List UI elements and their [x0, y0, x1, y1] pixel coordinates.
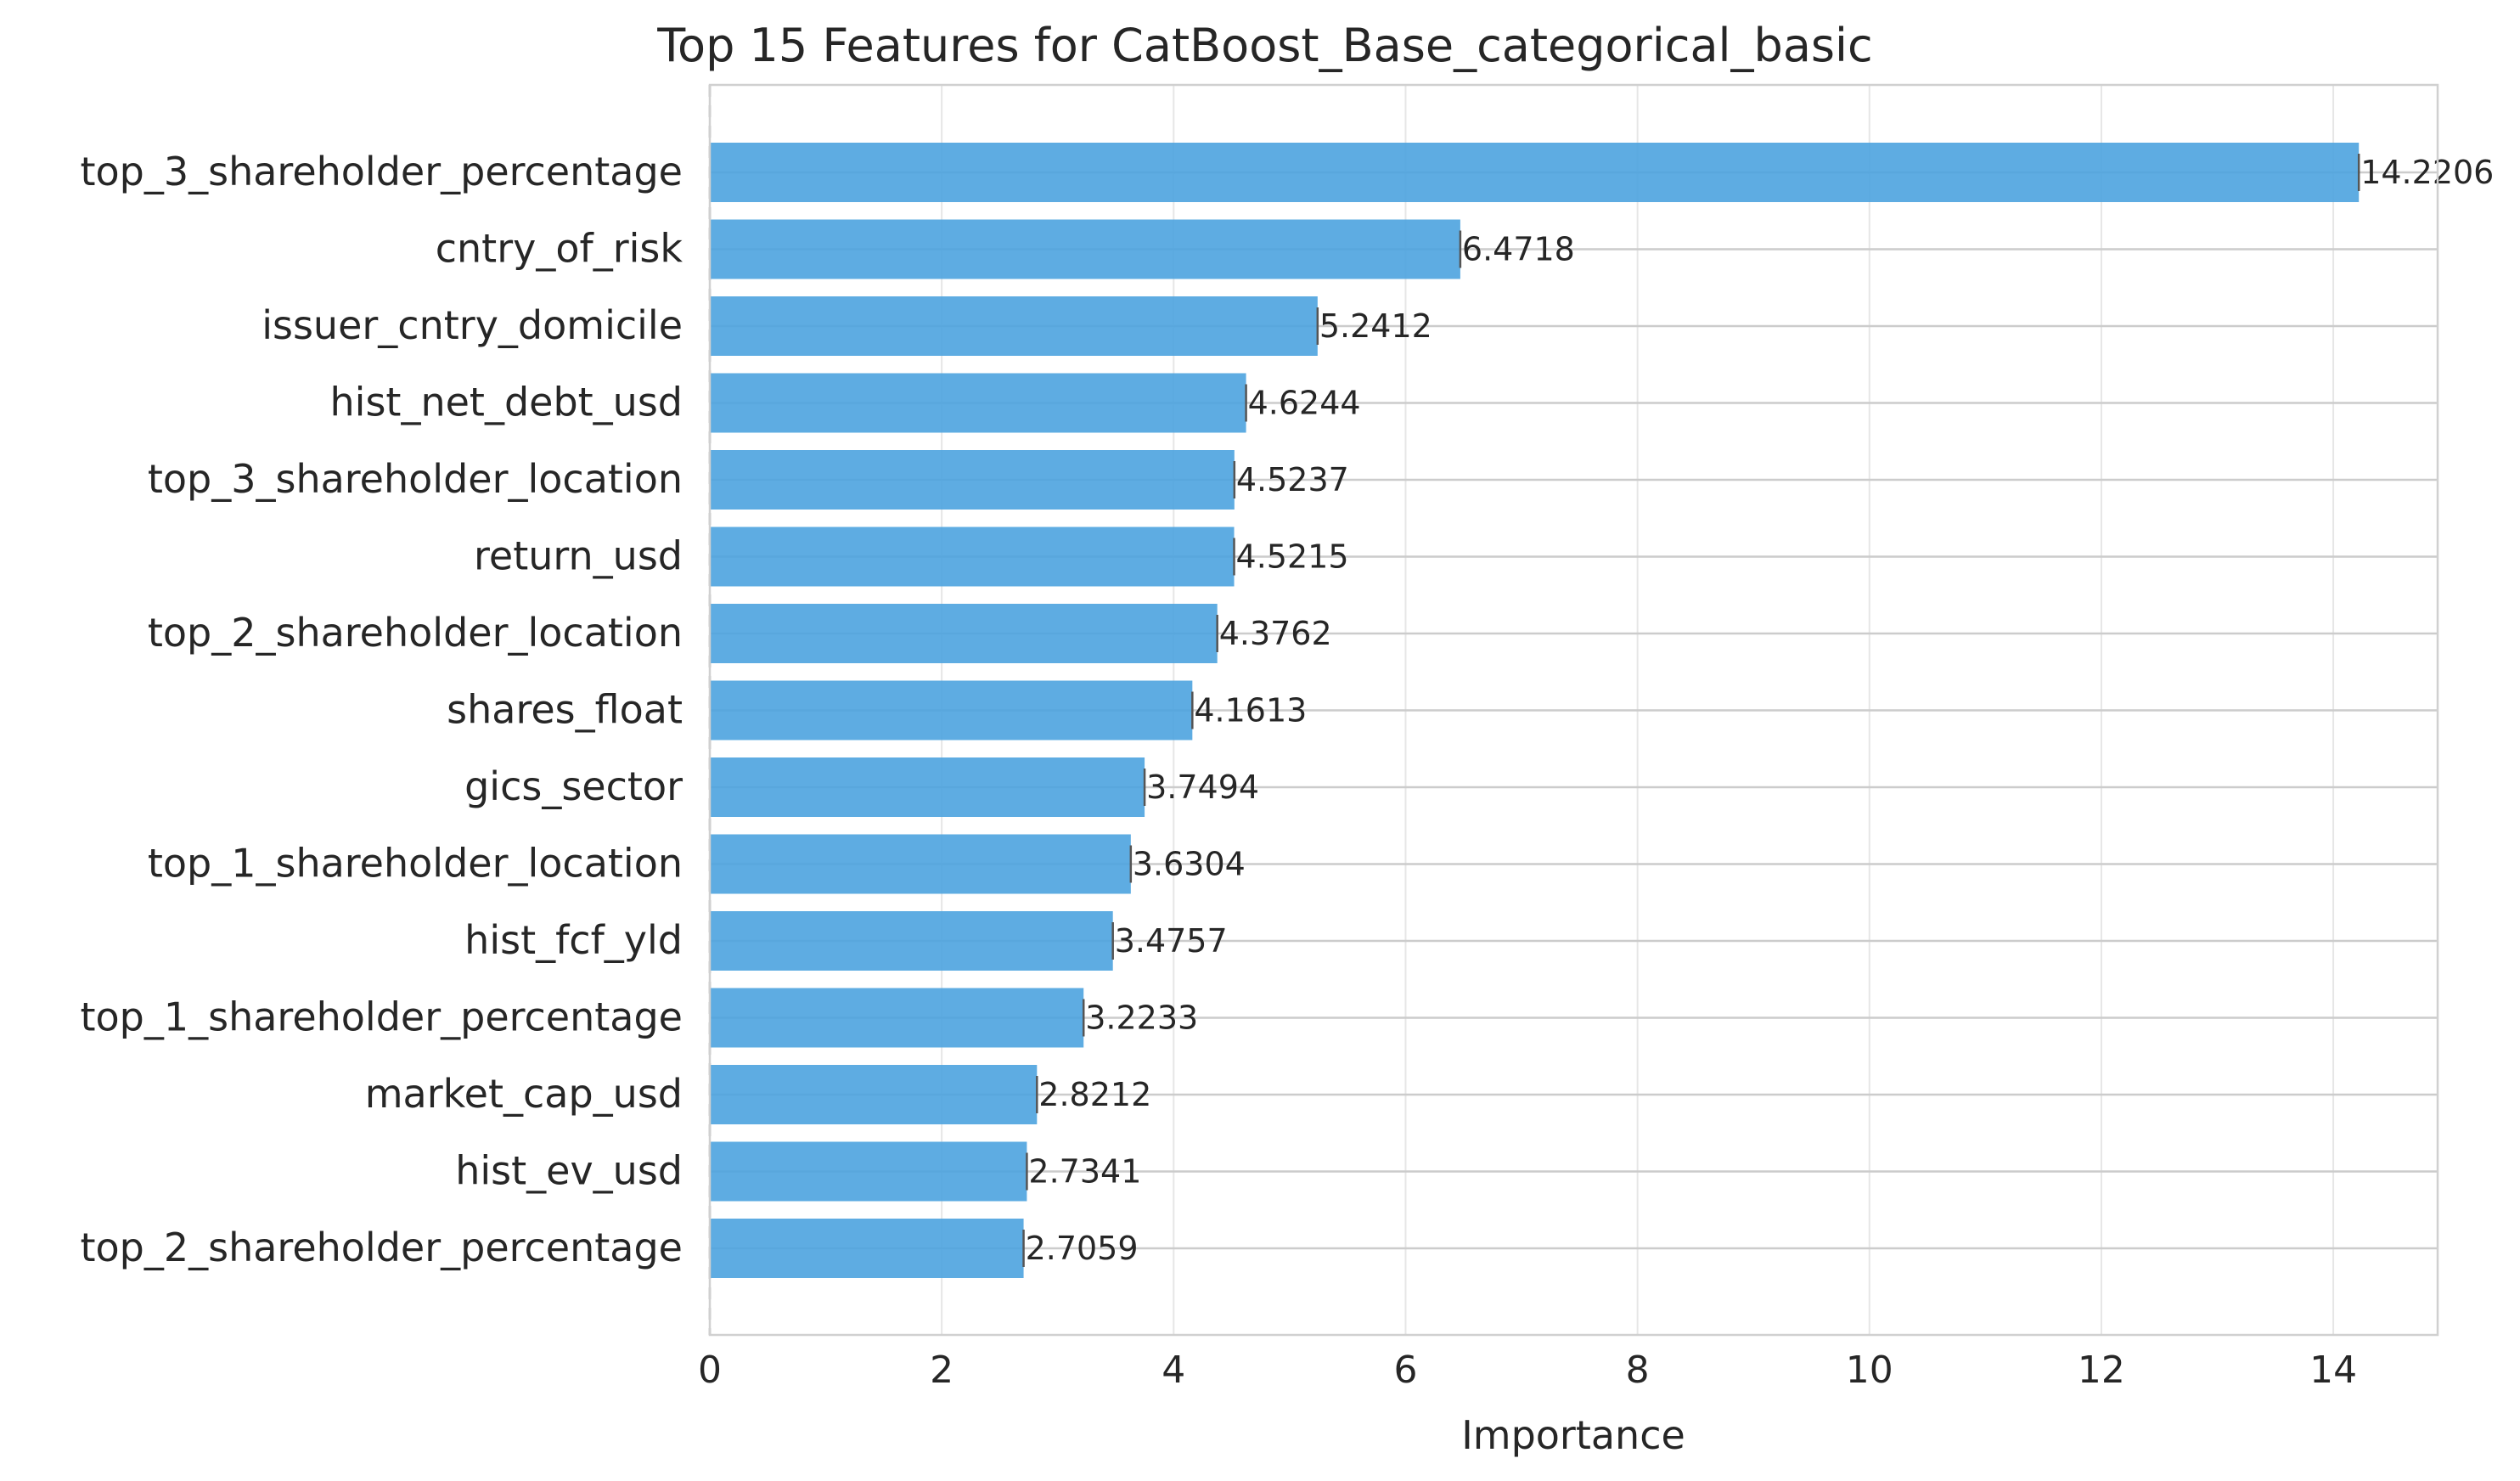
category-label: top_3_shareholder_percentage	[80, 149, 683, 194]
value-label: 3.2233	[1085, 1000, 1198, 1037]
x-tick-label: 2	[930, 1349, 953, 1392]
category-label: top_2_shareholder_percentage	[80, 1225, 683, 1270]
bar	[710, 1219, 1024, 1278]
value-label: 3.7494	[1146, 769, 1259, 806]
value-label-layer: 14.2206 6.4718 5.2412 4.6244 4.5237 4.5215 4.3…	[1026, 154, 2495, 1267]
value-label: 3.6304	[1133, 846, 1246, 883]
x-axis-label: Importance	[1461, 1412, 1685, 1458]
x-tick-label: 6	[1393, 1349, 1417, 1392]
x-tick-label: 8	[1626, 1349, 1650, 1392]
x-tick-label: 4	[1162, 1349, 1185, 1392]
bar-layer	[710, 143, 2360, 1278]
category-label: top_3_shareholder_location	[148, 456, 683, 502]
category-label: top_1_shareholder_percentage	[80, 994, 683, 1040]
x-tick-label: 14	[2309, 1349, 2357, 1392]
bar	[710, 911, 1113, 971]
value-label: 2.7059	[1026, 1230, 1139, 1267]
x-tick-label: 0	[698, 1349, 722, 1392]
category-label: issuer_cntry_domicile	[262, 302, 683, 348]
value-label: 3.4757	[1115, 922, 1228, 960]
plot-frame	[708, 83, 2439, 1337]
category-label: top_2_shareholder_location	[148, 610, 683, 656]
bar	[710, 1141, 1027, 1202]
value-label: 4.3762	[1219, 615, 1332, 652]
category-label: top_1_shareholder_location	[148, 841, 683, 887]
value-label: 4.5237	[1236, 461, 1349, 498]
y-tick-label-layer: top_3_shareholder_percentage cntry_of_ris…	[80, 149, 683, 1270]
bar	[710, 680, 1193, 740]
bar	[710, 1065, 1038, 1124]
category-label: hist_fcf_yld	[464, 917, 683, 963]
bar	[710, 604, 1218, 663]
value-label: 6.4718	[1462, 231, 1575, 268]
category-label: shares_float	[447, 687, 683, 733]
bar	[710, 373, 1246, 433]
bar	[710, 219, 1460, 279]
category-label: market_cap_usd	[365, 1071, 683, 1117]
category-label: return_usd	[474, 533, 683, 579]
x-tick-label: 10	[1846, 1349, 1893, 1392]
chart-title: Top 15 Features for CatBoost_Base_catego…	[656, 19, 1873, 72]
bar	[710, 757, 1145, 817]
category-label: hist_net_debt_usd	[330, 380, 683, 425]
x-tick-label-layer: 0 2 4 6 8 10 12 14	[698, 1349, 2357, 1392]
value-label: 5.2412	[1319, 307, 1432, 345]
value-label: 2.8212	[1038, 1076, 1151, 1113]
bar	[710, 834, 1131, 894]
value-label: 14.2206	[2360, 154, 2494, 191]
bar	[710, 988, 1084, 1048]
category-label: cntry_of_risk	[436, 226, 683, 272]
x-tick-label: 12	[2078, 1349, 2125, 1392]
bar	[710, 143, 2360, 202]
category-label: gics_sector	[464, 763, 683, 809]
bar	[710, 527, 1235, 587]
bar	[710, 450, 1235, 510]
value-label: 4.5215	[1236, 538, 1349, 576]
value-label: 2.7341	[1028, 1153, 1141, 1191]
value-label: 4.6244	[1248, 385, 1361, 422]
bar	[710, 296, 1318, 356]
category-label: hist_ev_usd	[455, 1148, 683, 1194]
value-label: 4.1613	[1194, 692, 1307, 729]
